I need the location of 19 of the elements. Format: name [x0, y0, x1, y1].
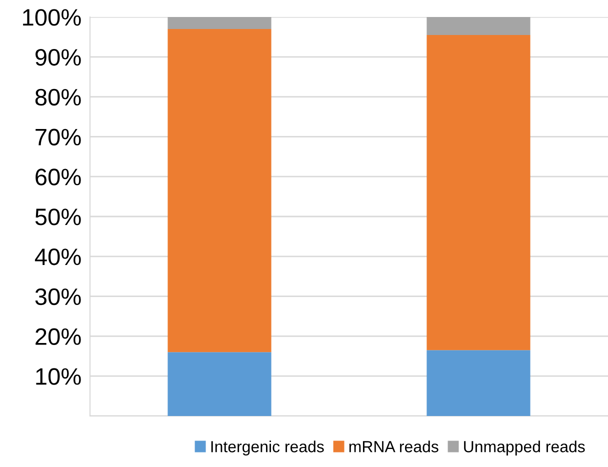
bar	[426, 34, 530, 350]
bar	[168, 28, 272, 352]
bar	[168, 17, 272, 29]
y-tick-label: 20%	[36, 328, 81, 345]
y-tick-label: 30%	[35, 288, 81, 306]
y-tick-label: 50%	[35, 208, 81, 226]
y-tick-label: 10%	[36, 368, 81, 385]
y-tick-label: 100%	[23, 9, 81, 26]
legend-label: mRNA reads	[349, 440, 438, 452]
y-tick-label: 40%	[34, 248, 81, 266]
y-tick-label: 80%	[35, 88, 81, 106]
y-tick-label: 90%	[36, 48, 81, 66]
bar	[426, 350, 530, 416]
bar	[168, 352, 272, 416]
bar	[426, 17, 530, 35]
legend-label: Unmapped reads	[464, 440, 585, 456]
y-tick-label: 70%	[36, 128, 81, 146]
y-tick-label: 60%	[36, 168, 81, 186]
legend-label: Intergenic reads	[211, 440, 324, 456]
